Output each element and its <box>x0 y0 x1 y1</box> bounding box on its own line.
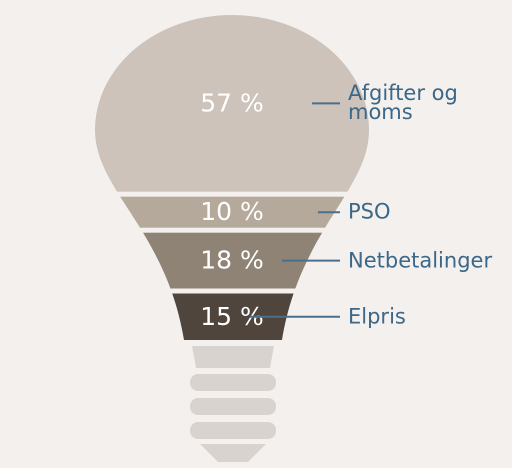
socket <box>190 346 276 462</box>
legend-label: Netbetalinger <box>348 248 493 273</box>
legend-label: PSO <box>348 199 391 224</box>
legend-label: Afgifter og moms <box>348 81 458 125</box>
legend-label: Elpris <box>348 304 406 329</box>
value-label: 18 % <box>200 246 264 275</box>
value-label: 57 % <box>200 88 264 117</box>
bulb-segments <box>95 15 369 340</box>
value-label: 10 % <box>200 197 264 226</box>
